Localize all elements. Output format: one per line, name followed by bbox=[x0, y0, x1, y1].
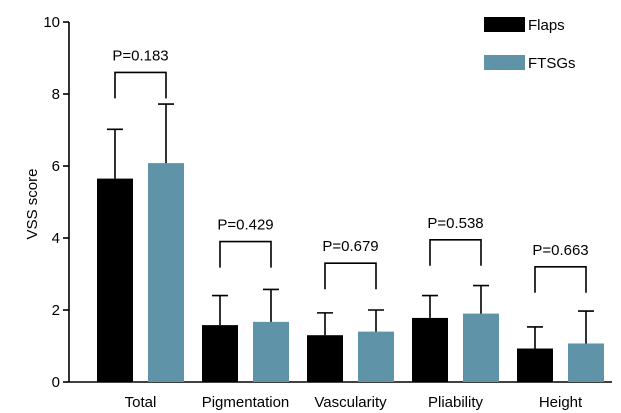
y-tick-label: 8 bbox=[52, 86, 60, 103]
bar-ftsgs-2 bbox=[358, 331, 394, 382]
bar-ftsgs-0 bbox=[148, 163, 184, 382]
bar-flaps-0 bbox=[97, 178, 133, 382]
error-bar bbox=[527, 326, 543, 349]
significance-bracket bbox=[219, 240, 272, 268]
y-tick-label: 6 bbox=[52, 158, 60, 175]
significance-bracket bbox=[114, 71, 167, 99]
bar-flaps-3 bbox=[412, 317, 448, 382]
error-bar bbox=[263, 288, 279, 322]
p-value-label: P=0.679 bbox=[322, 238, 378, 255]
x-tick-label: Vascularity bbox=[314, 394, 387, 411]
x-tick-label: Pigmentation bbox=[202, 394, 290, 411]
bars bbox=[97, 103, 604, 382]
significance-bracket bbox=[324, 262, 377, 290]
error-bar bbox=[212, 294, 228, 326]
bar-flaps-4 bbox=[517, 348, 553, 382]
legend: Flaps FTSGs bbox=[484, 17, 576, 72]
legend-swatch-ftsgs bbox=[484, 55, 525, 70]
bar-ftsgs-1 bbox=[253, 321, 289, 382]
x-tick-label: Height bbox=[539, 394, 583, 411]
error-bar bbox=[107, 128, 123, 179]
legend-label: Flaps bbox=[528, 17, 565, 34]
error-bar bbox=[317, 312, 333, 336]
p-value-label: P=0.429 bbox=[217, 217, 273, 234]
error-bar bbox=[578, 310, 594, 344]
significance-bracket bbox=[534, 266, 587, 293]
p-value-annotations: P=0.183 P=0.429 P=0.679 P=0.538 P=0.663 bbox=[112, 47, 589, 293]
legend-swatch-flaps bbox=[484, 17, 525, 32]
error-bar bbox=[422, 294, 438, 318]
y-tick-label: 10 bbox=[43, 14, 60, 31]
p-value-label: P=0.183 bbox=[112, 47, 168, 64]
bar-flaps-1 bbox=[202, 325, 238, 382]
y-tick-label: 2 bbox=[52, 302, 60, 319]
error-bar bbox=[368, 309, 384, 332]
x-tick-label: Pliability bbox=[428, 394, 484, 411]
x-tick-labels: Total Pigmentation Vascularity Pliability He… bbox=[125, 394, 583, 411]
bar-flaps-2 bbox=[307, 335, 343, 382]
y-axis-label: VSS score bbox=[24, 169, 41, 240]
p-value-label: P=0.538 bbox=[427, 215, 483, 232]
y-ticks: 0 2 4 6 8 10 bbox=[43, 14, 69, 391]
error-bar bbox=[473, 284, 489, 314]
y-tick-label: 4 bbox=[52, 230, 60, 247]
legend-label: FTSGs bbox=[528, 55, 576, 72]
x-tick-label: Total bbox=[125, 394, 157, 411]
y-tick-label: 0 bbox=[52, 374, 60, 391]
p-value-label: P=0.663 bbox=[532, 242, 588, 259]
error-bar bbox=[158, 103, 174, 164]
significance-bracket bbox=[429, 239, 482, 266]
bar-ftsgs-3 bbox=[463, 313, 499, 382]
bar-ftsgs-4 bbox=[568, 343, 604, 382]
